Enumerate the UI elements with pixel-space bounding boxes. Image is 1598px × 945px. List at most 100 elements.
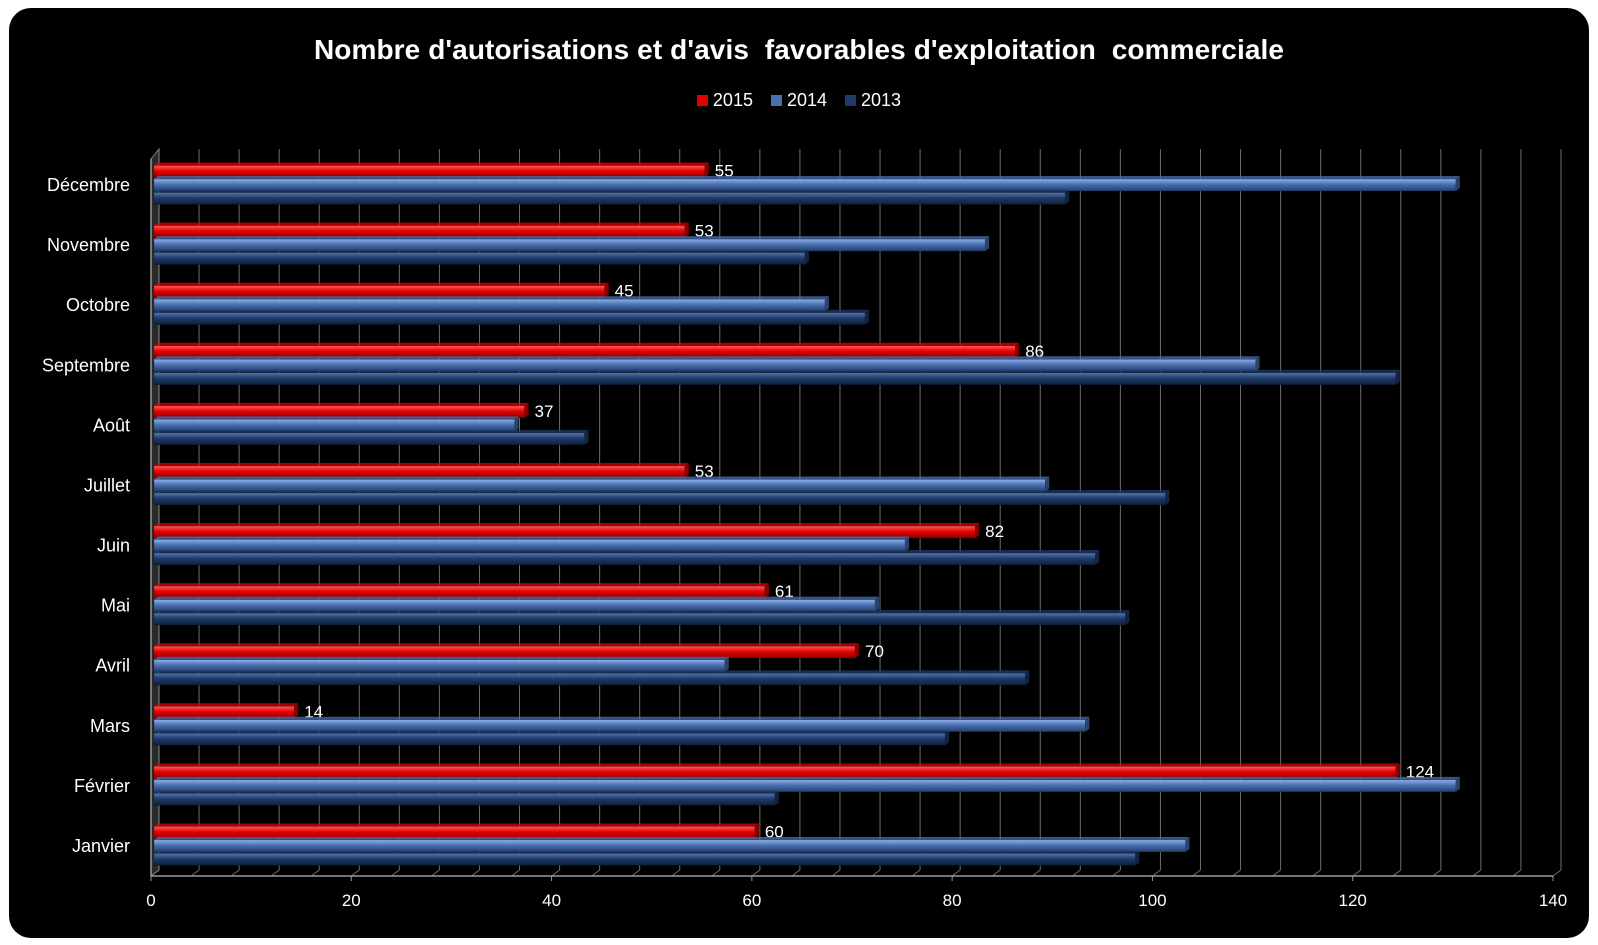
bar-2013 bbox=[153, 492, 1166, 506]
floor-gridline bbox=[310, 869, 320, 877]
legend-item-2014: 2014 bbox=[770, 90, 827, 111]
bar-end-2015 bbox=[975, 523, 980, 539]
category-label: Janvier bbox=[72, 836, 130, 856]
floor-gridline bbox=[1272, 869, 1281, 877]
bar-top-2015 bbox=[154, 222, 689, 226]
legend-swatch-2015 bbox=[696, 95, 708, 106]
bar-end-2014 bbox=[1455, 176, 1460, 192]
category-label: Décembre bbox=[47, 175, 130, 195]
bar-2014 bbox=[153, 719, 1086, 733]
bar-end-2014 bbox=[824, 296, 829, 312]
bar-2013 bbox=[153, 793, 776, 806]
bar-2015 bbox=[153, 225, 686, 238]
floor-gridline bbox=[1352, 869, 1362, 877]
bar-top-2013 bbox=[154, 489, 1170, 493]
bar-2013 bbox=[153, 312, 866, 325]
data-label-2015: 124 bbox=[1406, 762, 1434, 781]
bar-2014 bbox=[153, 238, 986, 252]
bar-2015 bbox=[153, 345, 1016, 359]
bar-end-2015 bbox=[754, 823, 759, 839]
bar-end-2014 bbox=[1045, 476, 1050, 492]
category-label: Juillet bbox=[84, 475, 130, 495]
floor-gridline bbox=[1472, 869, 1482, 877]
floor-gridline bbox=[1232, 869, 1241, 877]
category-label: Mars bbox=[90, 716, 130, 736]
bar-end-2015 bbox=[704, 162, 709, 178]
bar-top-2015 bbox=[154, 703, 299, 707]
bar-end-2014 bbox=[905, 536, 910, 552]
bar-end-2014 bbox=[985, 236, 990, 252]
bar-2014 bbox=[153, 359, 1256, 372]
bar-end-2013 bbox=[804, 249, 809, 265]
bar-2015 bbox=[153, 465, 686, 479]
bar-2015 bbox=[153, 525, 976, 539]
bar-end-2013 bbox=[1165, 489, 1170, 505]
bar-2015 bbox=[153, 766, 1397, 779]
legend-item-2015: 2015 bbox=[696, 90, 753, 111]
floor-gridline bbox=[1072, 869, 1081, 877]
bar-top-2013 bbox=[154, 550, 1100, 554]
legend-label-2013: 2013 bbox=[861, 90, 902, 110]
floor-gridline bbox=[190, 869, 200, 877]
x-tick-label: 60 bbox=[742, 891, 761, 910]
bar-end-2015 bbox=[684, 222, 689, 238]
data-label-2015: 82 bbox=[985, 522, 1004, 541]
bar-2015 bbox=[153, 585, 766, 599]
bar-top-2014 bbox=[154, 836, 1190, 840]
floor-gridline bbox=[511, 869, 520, 877]
bar-top-2014 bbox=[154, 596, 880, 600]
bar-2014 bbox=[153, 178, 1457, 192]
bar-2013 bbox=[153, 733, 946, 746]
bar-top-2013 bbox=[154, 730, 950, 734]
bar-end-2015 bbox=[1395, 763, 1400, 779]
category-label: Septembre bbox=[42, 355, 130, 375]
bar-top-2015 bbox=[154, 282, 609, 286]
bar-end-2014 bbox=[1085, 716, 1090, 732]
category-label: Octobre bbox=[66, 295, 130, 315]
data-label-2015: 86 bbox=[1025, 342, 1044, 361]
bar-2015 bbox=[153, 165, 706, 178]
floor-gridline bbox=[831, 869, 841, 877]
floor-gridline bbox=[471, 869, 480, 877]
data-label-2015: 55 bbox=[715, 162, 734, 181]
bar-top-2014 bbox=[154, 716, 1090, 720]
bar-end-2015 bbox=[684, 462, 689, 478]
floor-gridline bbox=[711, 869, 721, 877]
bar-2013 bbox=[153, 432, 585, 446]
bar-top-2013 bbox=[154, 189, 1070, 193]
floor-gridline bbox=[391, 869, 400, 877]
bar-top-2013 bbox=[154, 670, 1030, 674]
category-label: Février bbox=[74, 776, 130, 796]
floor-gridline bbox=[230, 869, 240, 877]
bar-end-2013 bbox=[945, 730, 950, 746]
floor-gridline bbox=[1192, 869, 1201, 877]
bar-top-2015 bbox=[154, 402, 529, 406]
bar-end-2015 bbox=[855, 643, 859, 659]
bar-end-2013 bbox=[774, 790, 779, 806]
chart-title: Nombre d'autorisations et d'avis favorab… bbox=[313, 34, 1285, 65]
floor-gridline bbox=[350, 869, 360, 877]
x-tick-label: 80 bbox=[943, 891, 962, 910]
bar-top-2015 bbox=[154, 342, 1020, 346]
floor-gridline bbox=[991, 869, 1001, 877]
bar-end-2014 bbox=[724, 656, 729, 672]
bar-end-2015 bbox=[604, 282, 609, 298]
bar-end-2015 bbox=[764, 583, 769, 599]
floor-gridline bbox=[431, 869, 440, 877]
bar-top-2015 bbox=[154, 583, 769, 587]
floor-gridline bbox=[1031, 869, 1041, 877]
bar-2014 bbox=[153, 779, 1457, 793]
bar-top-2015 bbox=[154, 523, 980, 527]
floor-gridline bbox=[951, 869, 961, 877]
bar-2014 bbox=[153, 539, 906, 552]
data-label-2015: 70 bbox=[865, 642, 884, 661]
bar-end-2013 bbox=[1125, 610, 1130, 626]
bar-2013 bbox=[153, 552, 1096, 566]
bar-2014 bbox=[153, 419, 515, 432]
bar-end-2015 bbox=[1015, 342, 1020, 358]
floor-gridline bbox=[1552, 869, 1562, 877]
legend-swatch-2013 bbox=[845, 95, 857, 106]
bar-top-2013 bbox=[154, 850, 1140, 854]
bar-end-2015 bbox=[524, 402, 529, 418]
floor-gridline bbox=[591, 869, 600, 877]
